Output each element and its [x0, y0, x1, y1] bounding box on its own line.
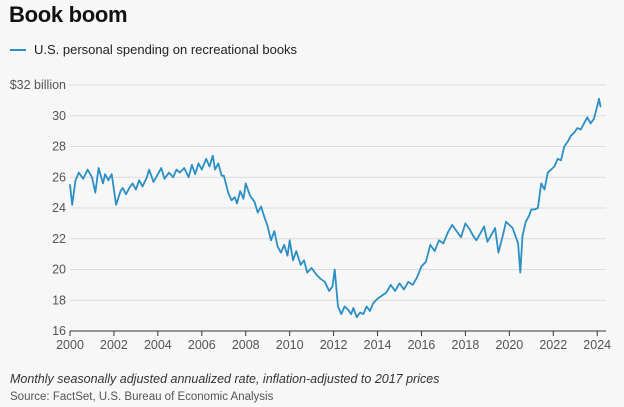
x-tick-label: 2000 [56, 338, 84, 352]
y-tick-label: 30 [52, 109, 66, 123]
x-tick-label: 2010 [276, 338, 304, 352]
chart-source: Source: FactSet, U.S. Bureau of Economic… [10, 391, 274, 403]
chart-legend: U.S. personal spending on recreational b… [10, 42, 297, 57]
y-tick-label: 24 [52, 201, 66, 215]
x-tick-label: 2004 [144, 338, 172, 352]
y-tick-label: 18 [52, 293, 66, 307]
x-tick-label: 2024 [583, 338, 611, 352]
y-tick-label: 20 [52, 263, 66, 277]
y-tick-label: 16 [52, 324, 66, 338]
x-tick-label: 2008 [232, 338, 260, 352]
series-line-recreational-books [69, 97, 602, 319]
y-tick-label: 28 [52, 140, 66, 154]
y-tick-label: $32 billion [10, 78, 66, 92]
chart-note: Monthly seasonally adjusted annualized r… [10, 372, 440, 386]
x-tick-label: 2014 [364, 338, 392, 352]
x-tick-label: 2016 [408, 338, 436, 352]
x-tick-label: 2002 [100, 338, 128, 352]
x-tick-label: 2018 [452, 338, 480, 352]
x-tick-label: 2006 [188, 338, 216, 352]
legend-line-swatch [10, 48, 26, 51]
x-tick-label: 2012 [320, 338, 348, 352]
y-tick-label: 22 [52, 232, 66, 246]
x-tick-label: 2020 [495, 338, 523, 352]
legend-label: U.S. personal spending on recreational b… [34, 42, 298, 57]
x-tick-label: 2022 [539, 338, 567, 352]
chart-title: Book boom [9, 2, 128, 27]
y-tick-label: 26 [52, 170, 66, 184]
